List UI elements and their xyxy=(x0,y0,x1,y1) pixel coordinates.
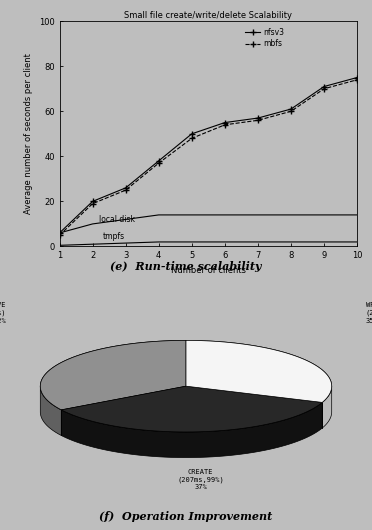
mbfs xyxy=(190,135,194,142)
Text: (f)  Operation Improvement: (f) Operation Improvement xyxy=(99,511,273,522)
Polygon shape xyxy=(40,340,186,410)
mbfs xyxy=(57,232,62,238)
Line: nfsv3: nfsv3 xyxy=(57,75,360,236)
Y-axis label: Average number of seconds per client: Average number of seconds per client xyxy=(24,54,33,214)
Polygon shape xyxy=(61,402,322,457)
nfsv3 xyxy=(355,74,359,81)
Title: Small file create/write/delete Scalability: Small file create/write/delete Scalabili… xyxy=(124,12,292,21)
Text: local disk: local disk xyxy=(99,215,135,224)
mbfs xyxy=(256,117,260,123)
Legend: nfsv3, mbfs: nfsv3, mbfs xyxy=(242,25,287,51)
Line: mbfs: mbfs xyxy=(57,77,360,238)
nfsv3 xyxy=(190,131,194,137)
nfsv3 xyxy=(124,184,128,191)
X-axis label: Number of clients: Number of clients xyxy=(171,266,246,275)
Polygon shape xyxy=(186,340,332,402)
mbfs xyxy=(157,160,161,166)
nfsv3 xyxy=(222,119,227,126)
Text: CREATE
(207ms,99%)
37%: CREATE (207ms,99%) 37% xyxy=(177,469,224,490)
nfsv3 xyxy=(157,158,161,164)
Polygon shape xyxy=(61,386,322,432)
mbfs xyxy=(90,200,95,207)
mbfs xyxy=(289,108,293,114)
nfsv3 xyxy=(256,115,260,121)
Polygon shape xyxy=(186,340,332,402)
Text: (e)  Run-time scalability: (e) Run-time scalability xyxy=(110,261,262,272)
Polygon shape xyxy=(61,386,322,432)
Polygon shape xyxy=(322,386,332,428)
Polygon shape xyxy=(40,340,186,410)
Polygon shape xyxy=(40,386,61,436)
Text: REMOVE
(253ms,9%)
32%: REMOVE (253ms,9%) 32% xyxy=(0,302,6,324)
nfsv3 xyxy=(90,198,95,205)
mbfs xyxy=(124,187,128,193)
nfsv3 xyxy=(322,83,326,90)
mbfs xyxy=(222,122,227,128)
mbfs xyxy=(355,76,359,83)
Text: tmpfs: tmpfs xyxy=(103,232,125,241)
Text: WRITE
(230ms,53%)
35%: WRITE (230ms,53%) 35% xyxy=(366,302,372,324)
mbfs xyxy=(322,86,326,92)
nfsv3 xyxy=(289,106,293,112)
nfsv3 xyxy=(57,230,62,236)
